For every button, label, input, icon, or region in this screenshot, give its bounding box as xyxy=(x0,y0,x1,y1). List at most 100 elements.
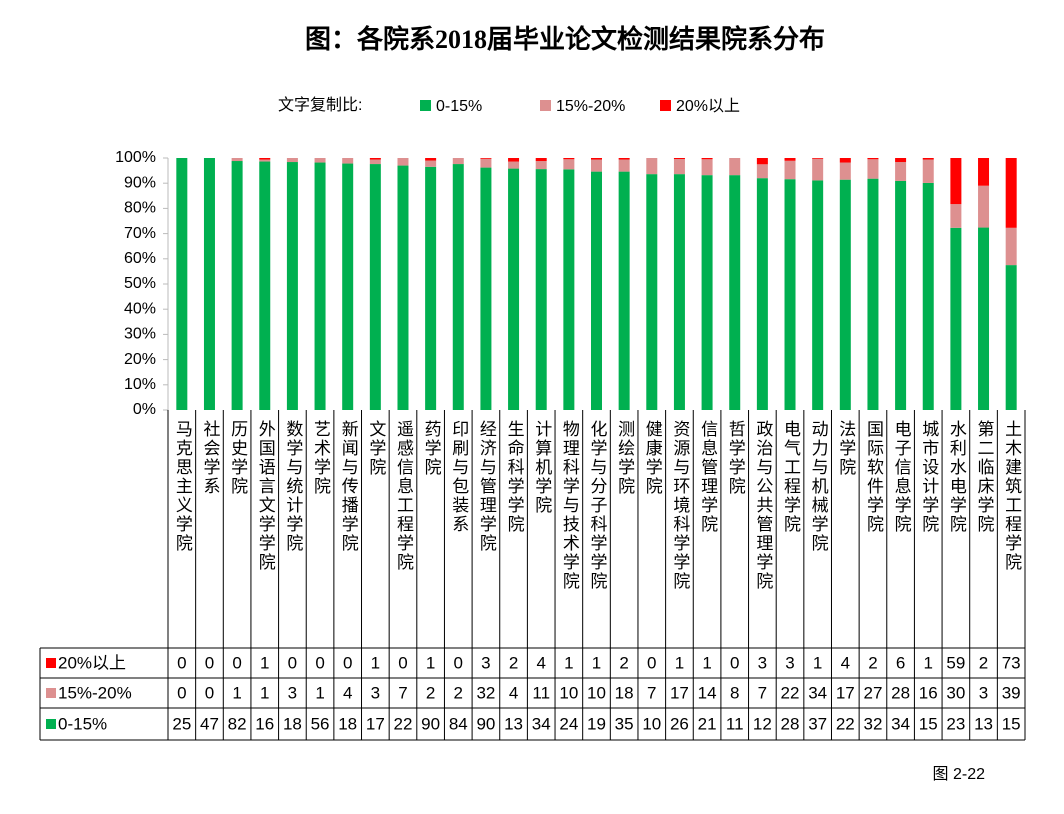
bar-segment xyxy=(618,159,630,172)
table-cell: 4 xyxy=(509,683,518,702)
bar-segment xyxy=(673,174,685,410)
y-tick-label: 90% xyxy=(124,174,156,191)
table-cell: 13 xyxy=(504,714,523,733)
table-cell: 1 xyxy=(564,653,573,672)
bar-segment xyxy=(1005,227,1017,266)
category-label: 电气工程学院 xyxy=(780,420,801,534)
table-cell: 21 xyxy=(698,714,717,733)
table-cell: 1 xyxy=(426,653,435,672)
bar-segment xyxy=(646,174,658,410)
table-cell: 24 xyxy=(559,714,578,733)
table-cell: 0 xyxy=(315,653,324,672)
bar-segment xyxy=(618,171,630,410)
table-cell: 17 xyxy=(836,683,855,702)
table-cell: 4 xyxy=(841,653,850,672)
bar-segment xyxy=(922,158,934,160)
bar-segment xyxy=(231,158,243,162)
bar-segment xyxy=(950,158,962,205)
bar-segment xyxy=(978,158,990,186)
y-tick-label: 0% xyxy=(133,401,156,418)
table-cell: 7 xyxy=(647,683,656,702)
category-label: 法学院 xyxy=(835,420,856,477)
table-cell: 1 xyxy=(371,653,380,672)
table-cell: 0 xyxy=(730,653,739,672)
category-label: 生命科学学院 xyxy=(504,420,525,534)
bar-segment xyxy=(259,161,271,410)
table-cell: 7 xyxy=(758,683,767,702)
table-cell: 6 xyxy=(896,653,905,672)
table-cell: 28 xyxy=(891,683,910,702)
table-cell: 37 xyxy=(808,714,827,733)
table-cell: 1 xyxy=(315,683,324,702)
table-cell: 34 xyxy=(808,683,827,702)
table-cell: 0 xyxy=(647,653,656,672)
category-label: 艺术学院 xyxy=(310,420,331,496)
category-label: 文学院 xyxy=(365,420,386,477)
table-cell: 1 xyxy=(232,683,241,702)
bar-segment xyxy=(701,158,713,160)
table-cell: 0 xyxy=(232,653,241,672)
bar-segment xyxy=(591,171,602,410)
table-cell: 2 xyxy=(868,653,877,672)
table-cell: 14 xyxy=(698,683,717,702)
category-label: 历史学院 xyxy=(227,420,248,496)
table-cell: 22 xyxy=(836,714,855,733)
table-cell: 16 xyxy=(255,714,274,733)
bar-segment xyxy=(673,159,685,175)
bar-segment xyxy=(895,158,907,163)
table-cell: 0 xyxy=(454,653,463,672)
category-label: 化学与分子科学学院 xyxy=(587,420,608,591)
bar-segment xyxy=(535,161,547,170)
bar-segment xyxy=(839,162,851,180)
category-label: 电子信息学院 xyxy=(891,420,912,534)
table-cell: 1 xyxy=(702,653,711,672)
bar-segment xyxy=(784,160,796,180)
table-cell: 82 xyxy=(228,714,247,733)
table-cell: 35 xyxy=(615,714,634,733)
bar-segment xyxy=(176,158,188,410)
bar-segment xyxy=(342,163,354,410)
category-label: 药学院 xyxy=(421,420,442,477)
bar-segment xyxy=(369,159,381,165)
table-cell: 2 xyxy=(426,683,435,702)
bar-segment xyxy=(784,158,796,161)
y-tick-label: 100% xyxy=(115,149,156,166)
table-cell: 2 xyxy=(509,653,518,672)
table-cell: 18 xyxy=(283,714,302,733)
table-cell: 2 xyxy=(619,653,628,672)
bar-segment xyxy=(756,178,768,410)
y-tick-label: 40% xyxy=(124,300,156,317)
table-cell: 56 xyxy=(311,714,330,733)
category-label: 哲学学院 xyxy=(725,420,746,496)
table-cell: 0 xyxy=(343,653,352,672)
y-tick-label: 60% xyxy=(124,250,156,267)
table-cell: 3 xyxy=(371,683,380,702)
category-label: 信息管理学院 xyxy=(697,420,718,534)
table-cell: 90 xyxy=(476,714,495,733)
bar-segment xyxy=(259,158,271,160)
bar-segment xyxy=(922,159,934,183)
table-cell: 13 xyxy=(974,714,993,733)
bar-segment xyxy=(950,204,962,228)
table-cell: 17 xyxy=(366,714,385,733)
bar-segment xyxy=(839,179,851,410)
bar-segment xyxy=(369,164,381,410)
legend-title: 文字复制比: xyxy=(278,96,362,114)
table-cell: 10 xyxy=(559,683,578,702)
table-cell: 1 xyxy=(924,653,933,672)
table-cell: 0 xyxy=(398,653,407,672)
figure-number: 图 2-22 xyxy=(933,766,986,783)
table-cell: 23 xyxy=(946,714,965,733)
table-cell: 34 xyxy=(891,714,910,733)
legend-swatch xyxy=(420,100,431,111)
table-cell: 59 xyxy=(946,653,965,672)
table-swatch xyxy=(46,658,56,668)
bar-segment xyxy=(563,169,575,410)
bar-segment xyxy=(480,158,492,159)
y-tick-label: 70% xyxy=(124,225,156,242)
legend-label: 15%-20% xyxy=(556,98,625,115)
table-row-label: 15%-20% xyxy=(58,683,132,702)
table-cell: 0 xyxy=(205,653,214,672)
table-cell: 4 xyxy=(536,653,545,672)
table-cell: 18 xyxy=(338,714,357,733)
